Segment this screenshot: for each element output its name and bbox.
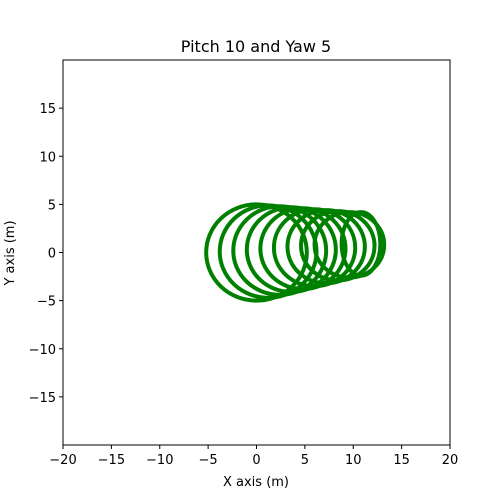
y-tick-label: 10 (39, 150, 56, 165)
circle-8 (312, 210, 387, 280)
x-axis-label: X axis (m) (223, 475, 289, 490)
circle-3 (244, 205, 338, 294)
circle-series-group (204, 202, 387, 303)
y-tick-label: 5 (48, 198, 56, 213)
x-tick-label: 10 (345, 453, 362, 468)
x-tick-label: −15 (98, 453, 125, 468)
chart-title: Pitch 10 and Yaw 5 (181, 37, 331, 56)
circle-9 (339, 210, 383, 278)
x-tick-label: −10 (146, 453, 173, 468)
circle-6 (285, 208, 367, 286)
x-tick-label: 5 (301, 453, 309, 468)
x-tick-label: −20 (49, 453, 76, 468)
circle-5 (271, 207, 358, 289)
y-tick-label: 15 (39, 102, 56, 117)
y-tick-label: −10 (29, 343, 56, 358)
x-tick-label: 0 (252, 453, 260, 468)
y-axis-label: Y axis (m) (3, 220, 18, 286)
y-axis-ticks: −15 −10 −5 0 5 10 15 (29, 102, 63, 406)
x-tick-label: 20 (442, 453, 459, 468)
plot-frame (62, 59, 451, 446)
x-axis-ticks: −20 −15 −10 −5 0 5 10 15 20 (49, 445, 458, 468)
x-tick-label: −5 (199, 453, 218, 468)
circle-0 (204, 202, 309, 303)
circle-4 (258, 206, 348, 292)
y-tick-label: 0 (48, 247, 56, 262)
x-tick-label: 15 (393, 453, 410, 468)
y-tick-label: −15 (29, 391, 56, 406)
circle-2 (231, 204, 329, 297)
circle-7 (299, 209, 377, 283)
y-tick-label: −5 (37, 295, 56, 310)
